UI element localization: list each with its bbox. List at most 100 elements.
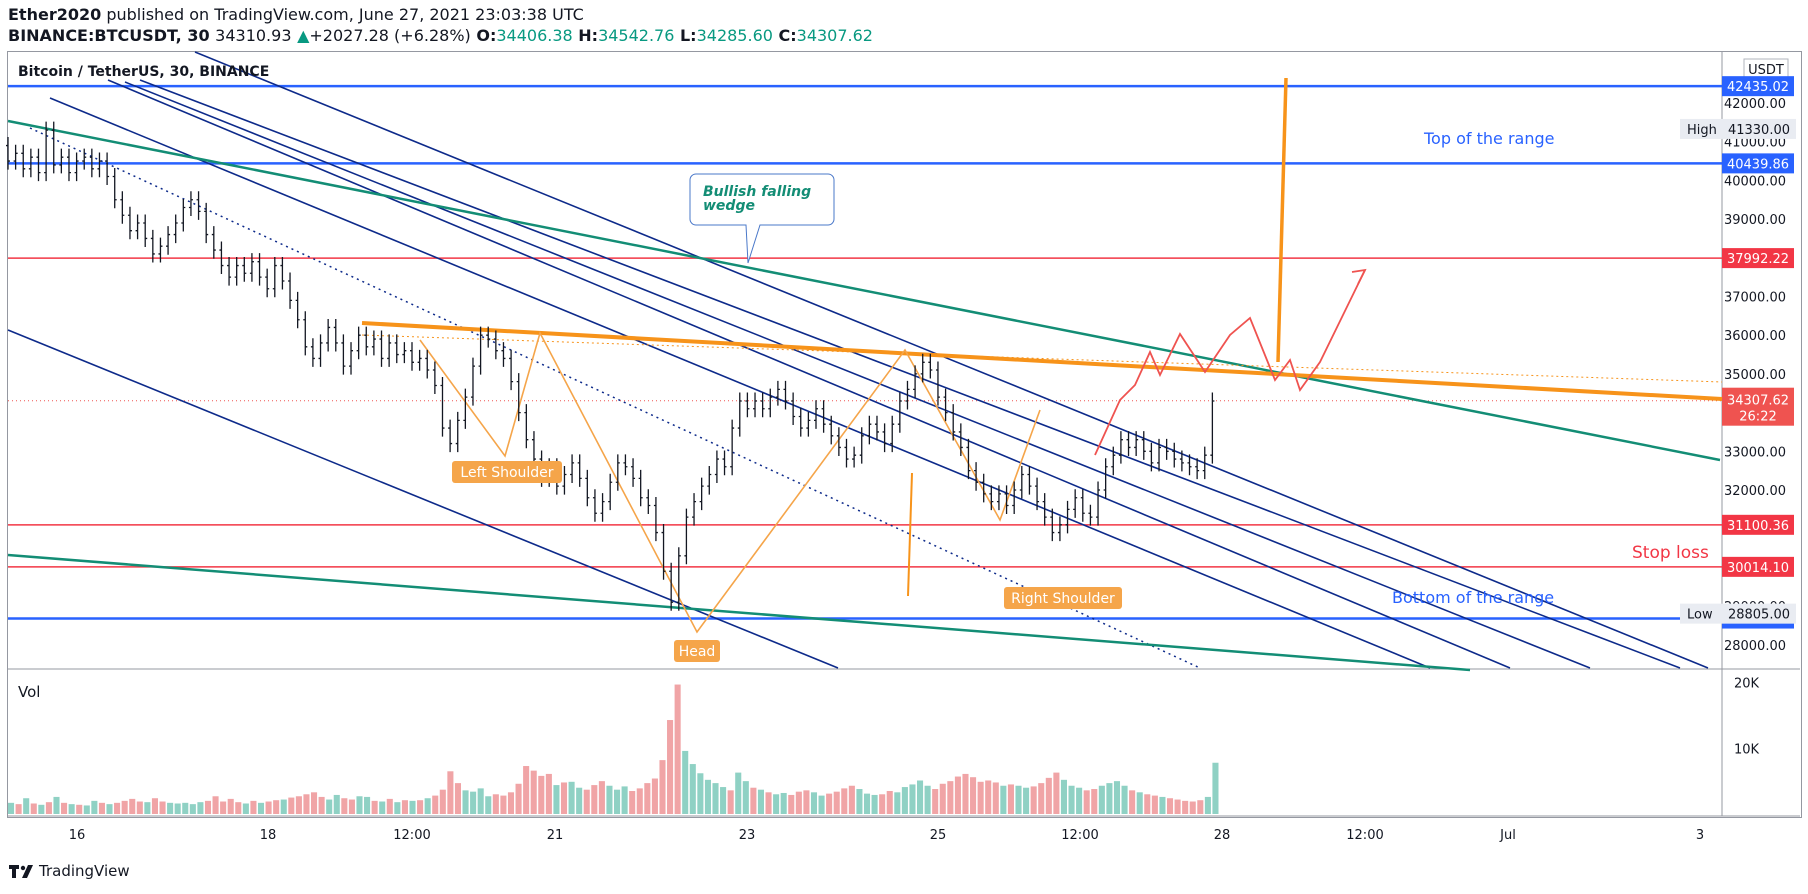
y-tick-label: 40000.00 bbox=[1724, 174, 1786, 189]
price-bar bbox=[1111, 446, 1116, 476]
volume-bar bbox=[727, 790, 734, 814]
price-bar bbox=[417, 349, 422, 371]
price-bar bbox=[455, 411, 460, 453]
volume-bar bbox=[295, 796, 302, 814]
price-bar bbox=[661, 524, 666, 580]
target-projection[interactable] bbox=[1276, 77, 1288, 363]
price-bar bbox=[1210, 392, 1215, 464]
volume-bar bbox=[1121, 785, 1128, 814]
price-bar bbox=[143, 214, 148, 247]
symbol-label: BINANCE:BTCUSDT, 30 bbox=[8, 26, 210, 45]
channel-line-2[interactable] bbox=[107, 79, 1511, 669]
bottom-range-label: Bottom of the range bbox=[1392, 588, 1554, 607]
open-value: 34406.38 bbox=[496, 26, 573, 45]
volume-bar bbox=[970, 777, 977, 814]
y-tick-label: 28000.00 bbox=[1724, 639, 1786, 654]
measure-line bbox=[907, 472, 913, 597]
left-shoulder-label-box bbox=[452, 461, 562, 483]
x-tick-label: 28 bbox=[1214, 828, 1231, 843]
publish-line: Ether2020 published on TradingView.com, … bbox=[8, 4, 873, 25]
wedge-callout[interactable] bbox=[689, 173, 835, 264]
wedge-upper-line[interactable] bbox=[7, 119, 1721, 462]
price-bar bbox=[478, 326, 483, 375]
price-bar bbox=[631, 458, 636, 487]
currency-label[interactable]: USDT bbox=[1748, 63, 1784, 78]
neckline[interactable] bbox=[361, 321, 1723, 401]
volume-bar bbox=[417, 800, 424, 814]
price-bar bbox=[440, 376, 445, 437]
channel-line-3[interactable] bbox=[124, 81, 1591, 669]
volume-bar bbox=[1151, 795, 1158, 814]
head-shoulders-path[interactable] bbox=[419, 330, 1041, 634]
volume-bar bbox=[326, 799, 333, 814]
price-bar bbox=[1126, 431, 1131, 456]
price-bar bbox=[326, 318, 331, 352]
projected-path[interactable] bbox=[1094, 269, 1366, 456]
volume-bar bbox=[667, 720, 674, 814]
volume-bar bbox=[886, 791, 893, 814]
volume-bar bbox=[1053, 772, 1060, 814]
volume-bar bbox=[68, 804, 75, 814]
price-bar bbox=[432, 361, 437, 395]
volume-bar bbox=[1174, 799, 1181, 814]
wedge-label-line-2: wedge bbox=[703, 198, 755, 214]
footer: TradingView bbox=[8, 862, 130, 880]
price-bar bbox=[730, 419, 735, 476]
volume-bar bbox=[735, 772, 742, 814]
price-bar bbox=[814, 400, 818, 429]
y-tick-label: 39000.00 bbox=[1724, 213, 1786, 228]
neckline-dotted bbox=[361, 334, 1723, 383]
price-bar bbox=[371, 330, 376, 356]
high-label: H: bbox=[578, 26, 599, 45]
price-bar bbox=[1202, 446, 1207, 480]
price-bar bbox=[272, 257, 277, 298]
price-bar bbox=[1134, 431, 1139, 456]
price-bar bbox=[1027, 466, 1032, 495]
price-bar bbox=[150, 229, 155, 263]
price-bar bbox=[349, 342, 354, 375]
price-bar bbox=[996, 485, 1001, 511]
volume-bar bbox=[30, 803, 37, 814]
price-bar bbox=[836, 427, 841, 456]
stop-loss-label: Stop loss bbox=[1632, 543, 1709, 563]
wedge-lower-line[interactable] bbox=[7, 553, 1471, 672]
price-bar bbox=[1157, 438, 1162, 472]
level-badge-label-1: 40439.86 bbox=[1727, 157, 1789, 172]
ohlc-line: BINANCE:BTCUSDT, 30 34310.93 ▲+2027.28 (… bbox=[8, 25, 873, 46]
price-bar bbox=[646, 489, 651, 514]
volume-bar bbox=[83, 805, 90, 814]
volume-bar bbox=[38, 804, 45, 814]
volume-bar bbox=[765, 792, 772, 814]
price-bar bbox=[470, 357, 475, 406]
price-bar bbox=[257, 253, 262, 286]
author-name[interactable]: Ether2020 bbox=[8, 5, 102, 24]
volume-bar bbox=[985, 780, 992, 814]
price-bar bbox=[516, 373, 521, 422]
volume-bar bbox=[962, 773, 969, 814]
y-tick-label: 41000.00 bbox=[1724, 136, 1786, 151]
channel-line-4[interactable] bbox=[139, 79, 1681, 669]
volume-bar bbox=[545, 773, 552, 814]
y-tick-label: 35000.00 bbox=[1724, 368, 1786, 383]
price-bar bbox=[951, 404, 956, 441]
price-bar bbox=[364, 326, 369, 356]
volume-bar bbox=[348, 799, 355, 814]
volume-bar bbox=[598, 781, 605, 814]
price-bar bbox=[1096, 481, 1101, 526]
volume-bar bbox=[227, 798, 234, 814]
tradingview-brand[interactable]: TradingView bbox=[39, 862, 130, 880]
legend-title[interactable]: Bitcoin / TetherUS, 30, BINANCE bbox=[18, 64, 269, 80]
channel-line-1[interactable] bbox=[49, 97, 1431, 669]
price-bar bbox=[166, 226, 171, 255]
volume-bar bbox=[795, 791, 802, 814]
price-bar bbox=[249, 253, 254, 282]
volume-bar bbox=[515, 783, 522, 814]
x-tick-label: 12:00 bbox=[1346, 828, 1383, 843]
price-bar bbox=[1187, 454, 1192, 476]
channel-line-0[interactable] bbox=[194, 51, 1709, 669]
channel-line-5[interactable] bbox=[7, 329, 839, 669]
volume-bar bbox=[273, 800, 280, 814]
change-value: +2027.28 (+6.28%) bbox=[309, 26, 471, 45]
volume-bar bbox=[917, 780, 924, 814]
